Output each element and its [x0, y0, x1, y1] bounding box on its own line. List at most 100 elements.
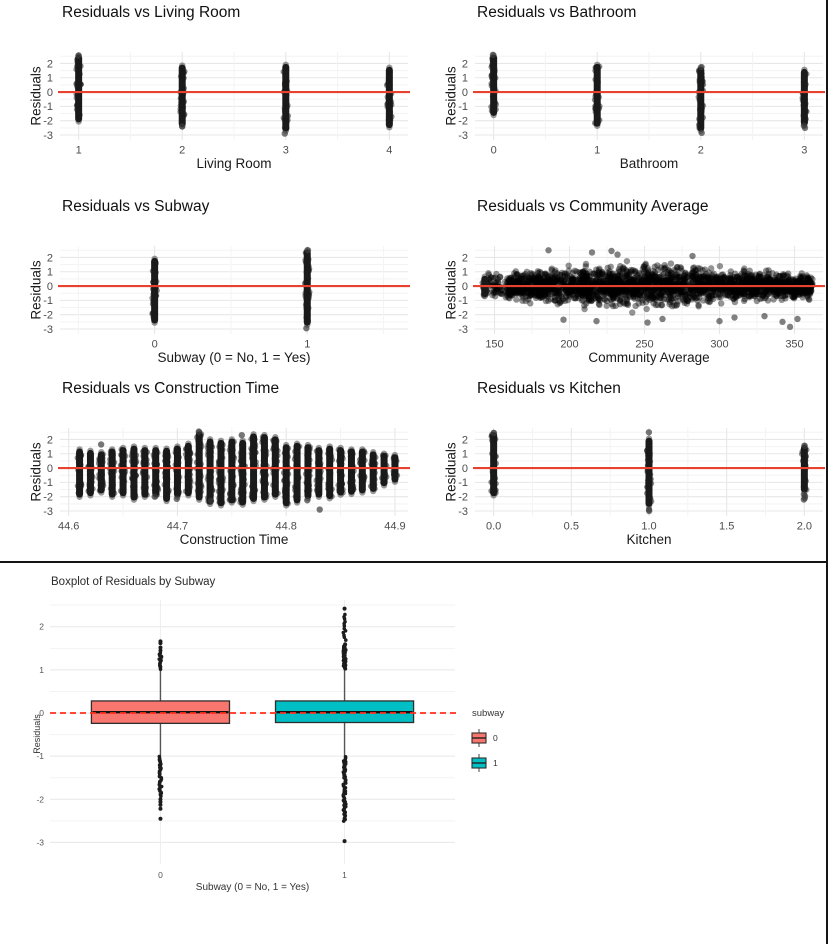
svg-text:-2: -2	[36, 794, 44, 804]
x-axis-label: Bathroom	[619, 156, 679, 171]
svg-text:-2: -2	[458, 116, 468, 128]
panel-title: Residuals vs Construction Time	[62, 380, 280, 397]
svg-text:-1: -1	[458, 295, 468, 307]
svg-text:1: 1	[47, 73, 53, 85]
svg-text:44.8: 44.8	[275, 521, 296, 533]
svg-text:-3: -3	[458, 324, 468, 336]
figure-bottom-border	[0, 561, 828, 563]
svg-text:-2: -2	[43, 492, 53, 504]
kitchen-scatter-canvas: 2 1 0 -1 -2 -3 0.0 0.5 1.0 1.5 2.0	[458, 428, 825, 533]
svg-text:0: 0	[152, 339, 158, 351]
svg-text:300: 300	[710, 339, 728, 351]
svg-text:-3: -3	[36, 837, 44, 847]
svg-text:0: 0	[158, 870, 163, 880]
svg-text:0: 0	[462, 281, 468, 293]
svg-text:1: 1	[594, 145, 600, 157]
svg-text:-2: -2	[458, 310, 468, 322]
panel-title: Residuals vs Bathroom	[477, 4, 637, 21]
panel-residuals-vs-subway: Residuals vs Subway Residuals 2 1 0 -1 -2 -3 0…	[0, 196, 415, 382]
svg-text:0: 0	[491, 145, 497, 157]
svg-text:1: 1	[47, 267, 53, 279]
svg-text:-3: -3	[43, 506, 53, 518]
living-room-scatter-canvas: 2 1 0 -1 -2 -3 1 2 3 4	[43, 52, 410, 157]
boxplot-residuals-by-subway: Boxplot of Residuals by Subway Residuals…	[27, 572, 543, 932]
svg-text:1: 1	[462, 449, 468, 461]
svg-text:44.9: 44.9	[384, 521, 405, 533]
svg-text:3: 3	[801, 145, 807, 157]
svg-text:2: 2	[462, 434, 468, 446]
svg-text:1: 1	[493, 758, 498, 768]
x-axis-label: Subway (0 = No, 1 = Yes)	[157, 350, 311, 365]
svg-text:1: 1	[462, 73, 468, 85]
svg-text:250: 250	[635, 339, 653, 351]
svg-text:2: 2	[179, 145, 185, 157]
svg-text:2: 2	[462, 58, 468, 70]
svg-text:1: 1	[462, 267, 468, 279]
panel-title: Residuals vs Subway	[62, 198, 210, 215]
svg-text:1: 1	[76, 145, 82, 157]
panel-title: Residuals vs Community Average	[477, 198, 709, 215]
svg-text:1.5: 1.5	[719, 521, 734, 533]
svg-text:subway: subway	[472, 708, 504, 719]
boxplot-title: Boxplot of Residuals by Subway	[51, 576, 216, 588]
svg-text:-1: -1	[43, 101, 53, 113]
svg-text:-3: -3	[458, 506, 468, 518]
svg-text:3: 3	[283, 145, 289, 157]
svg-text:-3: -3	[43, 130, 53, 142]
svg-text:0: 0	[462, 87, 468, 99]
x-axis-label: Community Average	[588, 350, 710, 365]
panel-residuals-vs-community-average: Residuals vs Community Average Residuals…	[415, 196, 830, 382]
svg-text:-2: -2	[43, 310, 53, 322]
svg-text:0: 0	[39, 708, 44, 718]
x-axis-label: Construction Time	[179, 532, 289, 547]
panel-residuals-vs-living-room: Residuals vs Living Room Residuals 2 1 0 -1…	[0, 2, 415, 188]
svg-text:0: 0	[47, 281, 53, 293]
svg-text:2: 2	[47, 434, 53, 446]
svg-text:-1: -1	[458, 477, 468, 489]
community-average-scatter-canvas: 2 1 0 -1 -2 -3 150 200 250 300 350	[458, 246, 825, 351]
x-axis-label: Kitchen	[626, 532, 672, 547]
subway-scatter-canvas: 2 1 0 -1 -2 -3 0 1	[43, 246, 410, 351]
svg-text:-1: -1	[43, 295, 53, 307]
svg-text:-1: -1	[458, 101, 468, 113]
svg-text:150: 150	[485, 339, 503, 351]
svg-text:0: 0	[47, 87, 53, 99]
bathroom-scatter-canvas: 2 1 0 -1 -2 -3 0 1 2 3	[458, 51, 825, 157]
construction-time-scatter-canvas: 2 1 0 -1 -2 -3 44.6 44.7 44.8 44.9	[43, 428, 410, 533]
svg-text:200: 200	[560, 339, 578, 351]
panel-residuals-vs-construction-time: Residuals vs Construction Time Residuals…	[0, 378, 415, 564]
page-right-border	[826, 0, 828, 944]
svg-text:-1: -1	[36, 751, 44, 761]
svg-text:2: 2	[47, 58, 53, 70]
x-axis-label: Living Room	[196, 156, 272, 171]
svg-text:2: 2	[39, 622, 44, 632]
svg-text:-3: -3	[458, 130, 468, 142]
svg-text:0.0: 0.0	[486, 521, 501, 533]
svg-text:44.7: 44.7	[167, 521, 188, 533]
svg-text:-2: -2	[43, 116, 53, 128]
panel-residuals-vs-bathroom: Residuals vs Bathroom Residuals 2 1 0 -1 -2-…	[415, 2, 830, 188]
svg-text:1: 1	[304, 339, 310, 351]
svg-text:-1: -1	[43, 477, 53, 489]
svg-text:0.5: 0.5	[564, 521, 579, 533]
svg-text:2.0: 2.0	[797, 521, 812, 533]
svg-text:-3: -3	[43, 324, 53, 336]
svg-text:350: 350	[785, 339, 803, 351]
svg-text:1: 1	[342, 870, 347, 880]
panel-title: Residuals vs Living Room	[62, 4, 241, 21]
svg-text:1.0: 1.0	[641, 521, 656, 533]
svg-text:-2: -2	[458, 492, 468, 504]
svg-text:1: 1	[47, 449, 53, 461]
svg-text:0: 0	[462, 463, 468, 475]
svg-text:4: 4	[386, 145, 392, 157]
svg-text:2: 2	[47, 252, 53, 264]
svg-text:1: 1	[39, 665, 44, 675]
svg-text:2: 2	[698, 145, 704, 157]
svg-text:0: 0	[493, 733, 498, 743]
svg-text:44.6: 44.6	[58, 521, 79, 533]
svg-text:2: 2	[462, 252, 468, 264]
x-axis-label: Subway (0 = No, 1 = Yes)	[195, 882, 310, 893]
boxplot-canvas: 2 1 0 -1 -2 -3 0 1 subway 0 1	[36, 600, 504, 880]
svg-text:0: 0	[47, 463, 53, 475]
